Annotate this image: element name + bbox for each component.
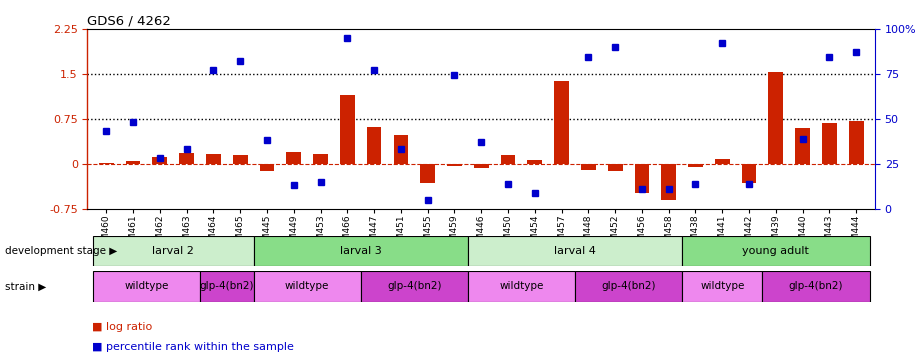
Text: larval 2: larval 2 <box>152 246 194 256</box>
Bar <box>125 161 140 164</box>
Bar <box>661 164 676 200</box>
Text: glp-4(bn2): glp-4(bn2) <box>601 281 656 292</box>
Bar <box>180 153 194 164</box>
Bar <box>468 236 682 266</box>
Bar <box>447 164 461 166</box>
Text: larval 4: larval 4 <box>554 246 596 256</box>
Bar <box>361 271 468 302</box>
Bar <box>474 164 488 168</box>
Bar <box>635 164 649 193</box>
Bar <box>795 128 810 164</box>
Bar <box>200 271 253 302</box>
Bar <box>340 95 355 164</box>
Bar <box>260 164 274 171</box>
Bar <box>528 160 542 164</box>
Bar <box>367 126 381 164</box>
Text: wildtype: wildtype <box>700 281 744 292</box>
Bar <box>581 164 596 170</box>
Bar <box>715 159 729 164</box>
Bar <box>93 236 253 266</box>
Text: strain ▶: strain ▶ <box>5 281 46 292</box>
Bar <box>253 271 361 302</box>
Bar <box>554 81 569 164</box>
Bar <box>99 162 113 164</box>
Text: GDS6 / 4262: GDS6 / 4262 <box>87 14 171 27</box>
Bar <box>233 155 248 164</box>
Bar <box>253 236 468 266</box>
Bar <box>206 154 221 164</box>
Bar <box>420 164 435 183</box>
Bar <box>153 157 168 164</box>
Text: wildtype: wildtype <box>499 281 543 292</box>
Bar <box>608 164 623 171</box>
Bar <box>822 123 837 164</box>
Bar <box>468 271 575 302</box>
Bar <box>682 236 869 266</box>
Text: wildtype: wildtype <box>285 281 330 292</box>
Bar <box>393 135 408 164</box>
Bar <box>768 72 783 164</box>
Text: ■ log ratio: ■ log ratio <box>92 322 152 332</box>
Bar <box>313 154 328 164</box>
Bar <box>763 271 869 302</box>
Bar <box>688 164 703 167</box>
Bar <box>741 164 756 183</box>
Bar <box>849 121 864 164</box>
Text: young adult: young adult <box>742 246 810 256</box>
Text: wildtype: wildtype <box>124 281 169 292</box>
Bar <box>93 271 200 302</box>
Text: larval 3: larval 3 <box>340 246 381 256</box>
Text: glp-4(bn2): glp-4(bn2) <box>788 281 844 292</box>
Bar <box>501 155 516 164</box>
Text: glp-4(bn2): glp-4(bn2) <box>387 281 441 292</box>
Bar <box>682 271 763 302</box>
Bar <box>575 271 682 302</box>
Text: glp-4(bn2): glp-4(bn2) <box>200 281 254 292</box>
Text: development stage ▶: development stage ▶ <box>5 246 117 256</box>
Text: ■ percentile rank within the sample: ■ percentile rank within the sample <box>92 342 294 352</box>
Bar <box>286 152 301 164</box>
